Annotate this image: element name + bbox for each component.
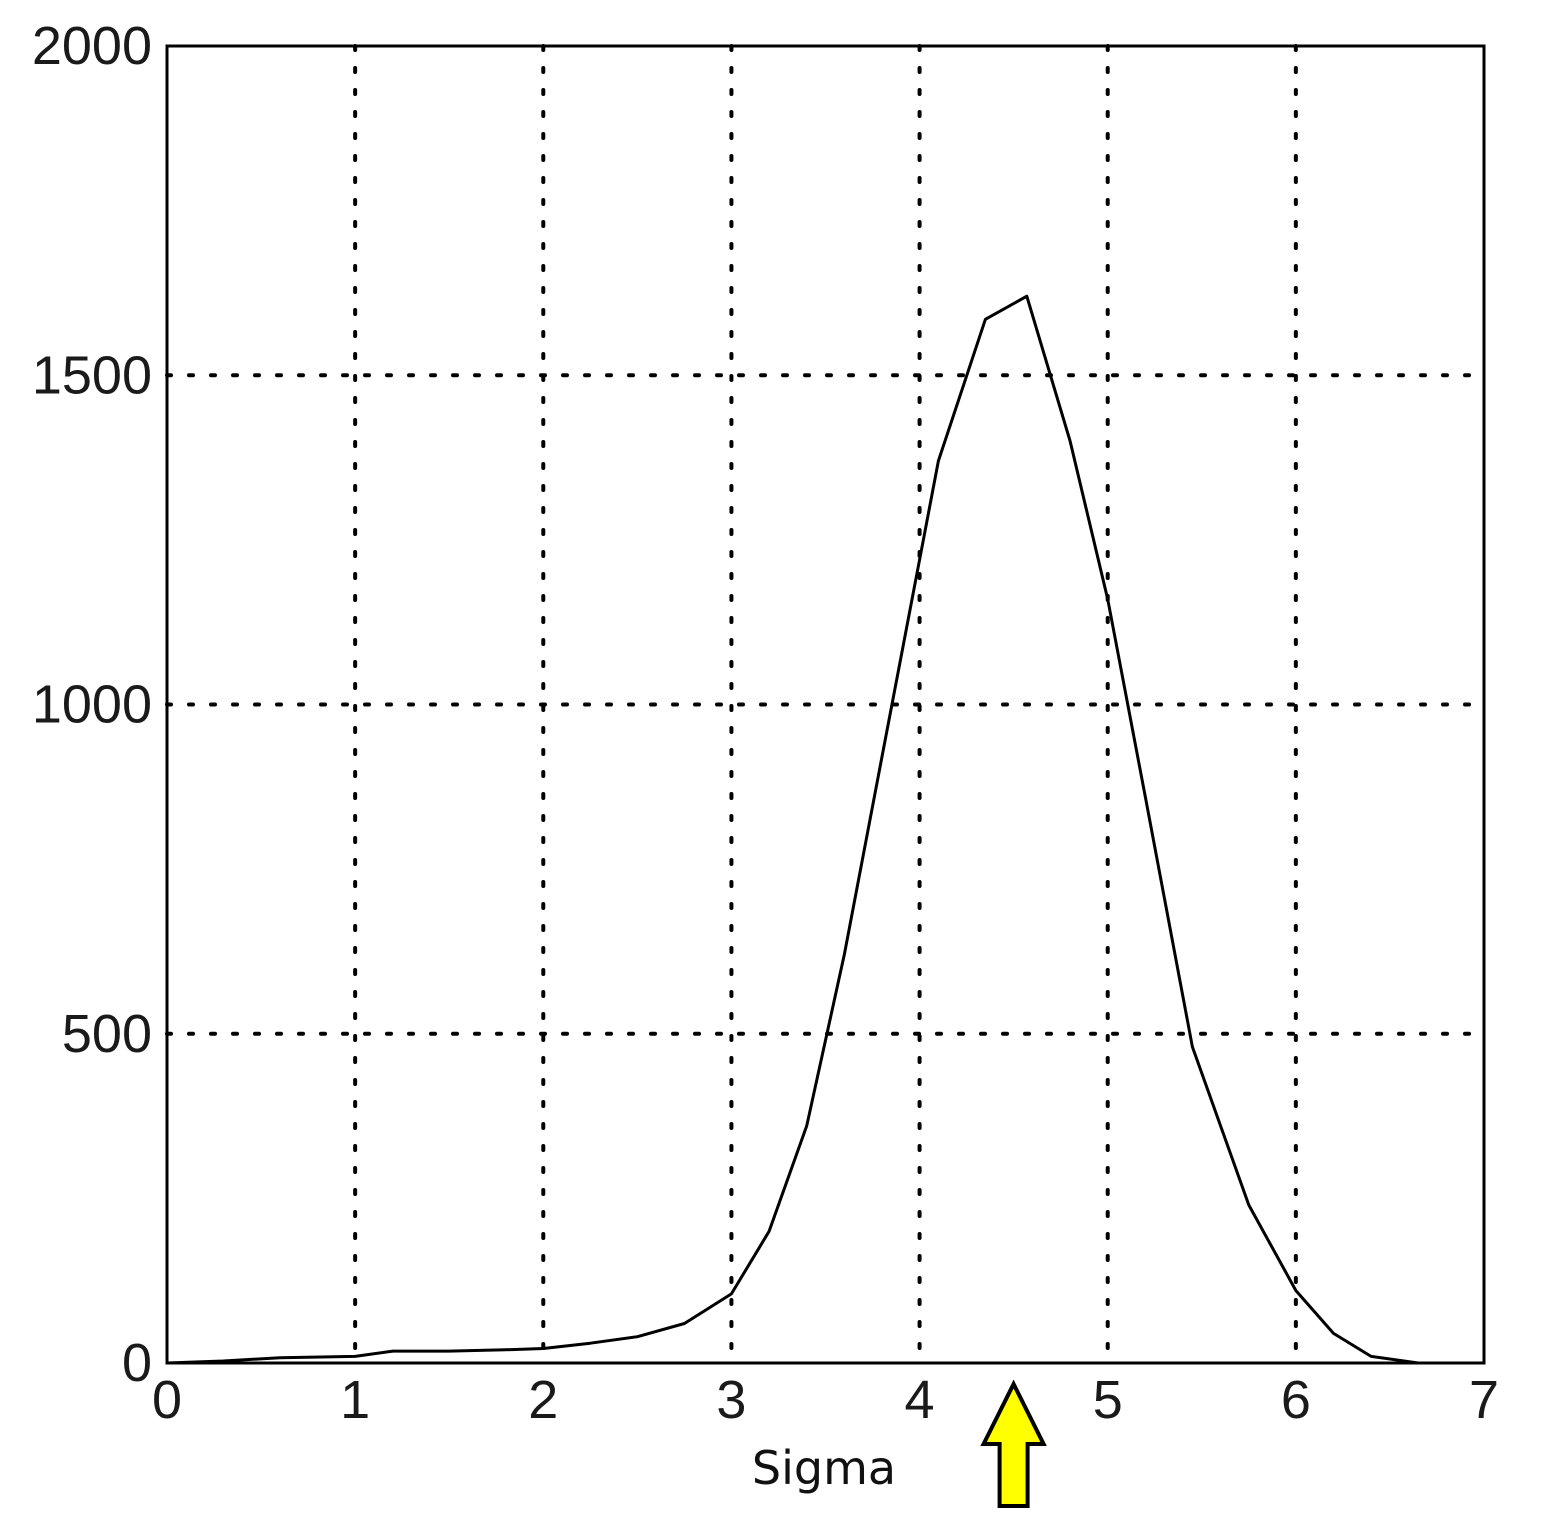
- x-axis-label: Sigma: [752, 1441, 896, 1495]
- series-layer: [166, 294, 1419, 1365]
- y-tick-label: 0: [122, 1333, 152, 1393]
- plot-frame: [165, 44, 1486, 1365]
- tick-labels: 0 1 2 3 4 5 6 7 0 500 1000 1500 2000: [32, 16, 1499, 1430]
- y-tick-label: 2000: [32, 16, 152, 76]
- grid: [165, 44, 1486, 1365]
- x-tick-label: 3: [716, 1370, 746, 1430]
- y-tick-label: 1000: [32, 675, 152, 735]
- series-line: [166, 294, 1419, 1365]
- x-tick-label: 0: [152, 1370, 182, 1430]
- annotation-layer: [980, 1379, 1047, 1508]
- y-tick-label: 500: [62, 1004, 152, 1064]
- y-tick-label: 1500: [32, 345, 152, 405]
- x-tick-label: 5: [1093, 1370, 1123, 1430]
- x-tick-label: 2: [528, 1370, 558, 1430]
- x-tick-label: 4: [905, 1370, 935, 1430]
- x-tick-label: 6: [1281, 1370, 1311, 1430]
- x-tick-label: 1: [340, 1370, 370, 1430]
- x-tick-label: 7: [1469, 1370, 1499, 1430]
- up-arrow-icon: [980, 1379, 1047, 1508]
